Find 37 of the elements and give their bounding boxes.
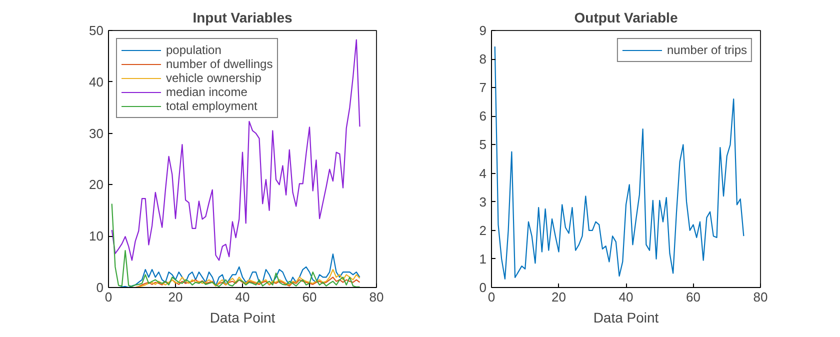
x-tick-label: 40 <box>235 290 250 304</box>
x-tick-label: 80 <box>369 290 384 304</box>
y-tick-label: 9 <box>479 23 487 38</box>
legend-label: median income <box>166 85 248 99</box>
y-tick-label: 10 <box>89 228 104 244</box>
y-tick-label: 6 <box>479 108 487 124</box>
y-tick-label: 5 <box>479 137 487 152</box>
y-tick-label: 20 <box>89 177 104 192</box>
y-tick-label: 3 <box>479 194 487 210</box>
x-tick-label: 80 <box>753 290 768 304</box>
x-tick-label: 20 <box>168 290 183 304</box>
legend-label: number of trips <box>666 43 747 57</box>
y-tick-label: 50 <box>89 23 104 38</box>
line-series <box>111 39 360 261</box>
chart-title: Output Variable <box>574 10 678 26</box>
y-tick-label: 1 <box>479 251 487 266</box>
y-tick-label: 8 <box>479 52 487 67</box>
legend-label: total employment <box>166 99 258 113</box>
legend-label: vehicle ownership <box>166 71 262 85</box>
y-tick-label: 7 <box>479 80 487 96</box>
y-tick-label: 2 <box>479 222 487 238</box>
y-tick-label: 0 <box>96 280 104 295</box>
x-axis-title: Data Point <box>593 310 659 326</box>
line-series <box>494 46 744 280</box>
chart-title: Input Variables <box>192 10 293 26</box>
x-tick-label: 40 <box>618 290 634 304</box>
x-tick-label: 60 <box>302 290 317 304</box>
legend-label: number of dwellings <box>166 57 273 71</box>
line-series <box>111 203 360 288</box>
y-tick-label: 30 <box>89 126 104 141</box>
x-tick-label: 60 <box>686 290 700 304</box>
x-axis-title: Data Point <box>210 310 276 326</box>
y-tick-label: 40 <box>89 74 104 90</box>
x-tick-label: 20 <box>552 290 566 304</box>
y-tick-label: 0 <box>479 280 487 295</box>
y-tick-label: 4 <box>479 166 487 181</box>
legend-label: population <box>166 43 222 57</box>
